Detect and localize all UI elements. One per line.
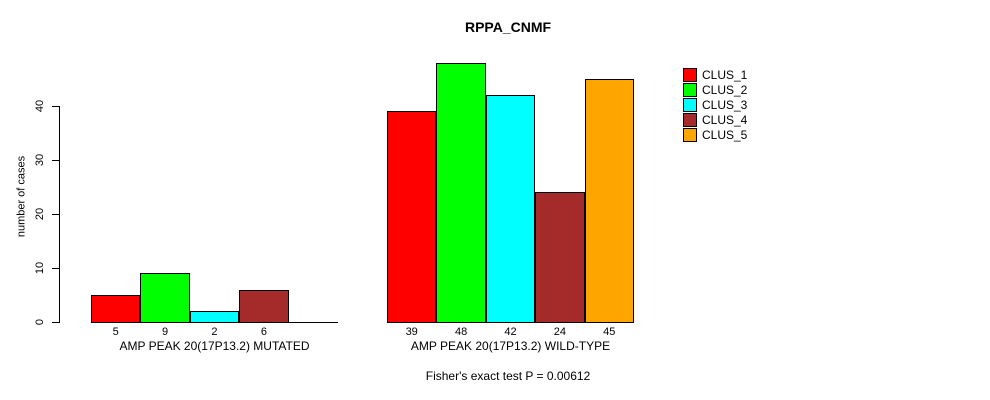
legend-label: CLUS_3 xyxy=(702,97,748,112)
bar-value-label: 45 xyxy=(603,326,616,338)
legend: CLUS_1 CLUS_2 CLUS_3 CLUS_4 CLUS_5 xyxy=(683,67,747,142)
legend-swatch xyxy=(683,97,697,112)
legend-swatch xyxy=(683,127,697,142)
bar xyxy=(535,192,585,323)
bar-value-label: 24 xyxy=(553,326,566,338)
bar xyxy=(239,290,289,323)
legend-item: CLUS_1 xyxy=(683,67,747,82)
bar-value-label: 5 xyxy=(112,326,119,338)
bar xyxy=(485,95,536,323)
legend-label: CLUS_5 xyxy=(702,127,748,142)
group-label: AMP PEAK 20(17P13.2) WILD-TYPE xyxy=(410,339,611,353)
fisher-test-annotation: Fisher's exact test P = 0.00612 xyxy=(425,369,591,383)
bar-value-label: 6 xyxy=(260,326,267,338)
legend-item: CLUS_2 xyxy=(683,82,747,97)
legend-swatch xyxy=(683,67,697,82)
chart-title: RPPA_CNMF xyxy=(464,19,552,35)
legend-label: CLUS_1 xyxy=(702,67,748,82)
bar xyxy=(140,273,190,323)
bar-value-label: 39 xyxy=(405,326,418,338)
y-axis-tick-label: 20 xyxy=(34,207,46,221)
y-axis-tick xyxy=(52,214,59,215)
legend-label: CLUS_4 xyxy=(702,112,748,127)
bar xyxy=(584,79,634,323)
legend-item: CLUS_3 xyxy=(683,97,747,112)
legend-swatch xyxy=(683,82,697,97)
bar xyxy=(436,63,486,323)
bar-value-label: 42 xyxy=(504,326,517,338)
bar xyxy=(91,295,141,323)
legend-label: CLUS_2 xyxy=(702,82,748,97)
y-axis-line xyxy=(59,106,60,323)
y-axis-tick-label: 0 xyxy=(34,318,46,326)
y-axis-tick xyxy=(52,160,59,161)
y-axis-tick xyxy=(52,322,59,323)
bar xyxy=(387,111,437,323)
bar-value-label: 48 xyxy=(454,326,468,338)
bar-value-label: 2 xyxy=(211,326,218,338)
legend-item: CLUS_5 xyxy=(683,127,747,142)
y-axis-tick xyxy=(52,268,59,269)
legend-swatch xyxy=(683,112,697,127)
group-label: AMP PEAK 20(17P13.2) MUTATED xyxy=(119,339,310,353)
y-axis-tick-label: 30 xyxy=(34,153,46,167)
y-axis-tick xyxy=(52,106,59,107)
legend-item: CLUS_4 xyxy=(683,112,747,127)
y-axis-tick-label: 40 xyxy=(34,99,46,113)
y-axis-label: number of cases xyxy=(15,155,28,238)
bar xyxy=(189,311,240,323)
y-axis-tick-label: 10 xyxy=(34,261,46,275)
bar-value-label: 9 xyxy=(162,326,169,338)
